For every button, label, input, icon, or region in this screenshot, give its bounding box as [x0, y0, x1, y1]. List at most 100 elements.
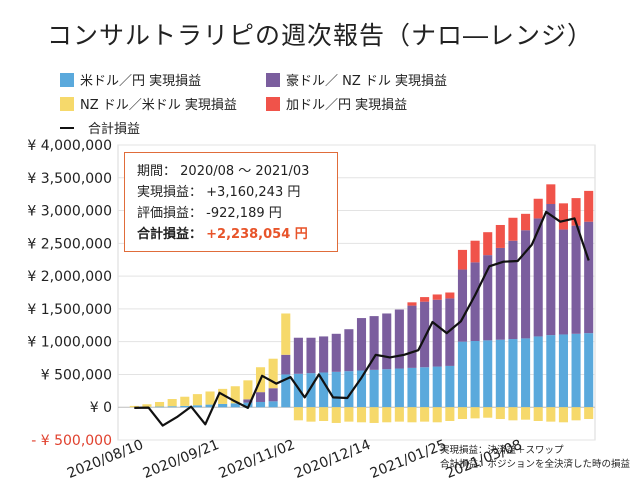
legend-label-total: 合計損益: [88, 122, 141, 137]
summary-total: 合計損益： +2,238,054 円: [137, 227, 308, 242]
bar-s0-17: [344, 371, 354, 408]
bar-s2-3: [167, 399, 177, 407]
bar-s2-9: [243, 380, 253, 400]
bar-s4-14: [306, 407, 316, 422]
bar-s0-16: [331, 371, 341, 408]
bar-s4-24: [432, 407, 442, 423]
bar-s2-12: [281, 313, 291, 355]
bar-s0-25: [445, 365, 455, 408]
bar-s4-28: [483, 407, 493, 418]
bar-s0-3: [167, 406, 177, 408]
bar-s0-13: [293, 373, 303, 408]
bar-s1-27: [470, 262, 480, 342]
bar-s2-2: [155, 401, 165, 407]
bar-s1-35: [571, 225, 581, 334]
bar-s3-26: [457, 249, 468, 270]
bar-s0-23: [420, 367, 430, 408]
summary-box: 期間： 2020/08 ～ 2021/03 実現損益： +3,160,243 円…: [124, 152, 338, 252]
legend-label-nzdusd: NZ ドル／米ドル 実現損益: [80, 98, 237, 113]
bar-s4-18: [356, 407, 367, 423]
bar-s4-33: [546, 407, 556, 422]
bar-s0-11: [268, 401, 278, 408]
bar-s1-12: [281, 354, 291, 375]
bar-s0-19: [369, 369, 379, 408]
bar-s0-12: [281, 374, 291, 408]
y-tick-label: ¥ 1,000,000: [27, 335, 112, 351]
bar-s0-6: [205, 404, 215, 408]
bar-s0-18: [356, 370, 367, 408]
bar-s3-27: [470, 240, 480, 263]
legend-item-audnzd: 豪ドル／ NZ ドル 実現損益: [266, 70, 447, 89]
bar-s1-20: [382, 313, 392, 370]
bar-s0-9: [243, 402, 253, 408]
y-tick-label: ¥ 2,000,000: [27, 269, 112, 285]
bar-s1-34: [558, 229, 568, 335]
footnote-total: 合計損益：ポジションを全決済した時の損益: [439, 459, 630, 470]
legend-swatch-total: [60, 126, 74, 129]
legend-item-usdjpy: 米ドル／円 実現損益: [60, 70, 201, 89]
y-tick-label: ¥ 500,000: [41, 367, 112, 383]
y-tick-label: ¥ 3,000,000: [27, 204, 112, 220]
bar-s1-28: [483, 255, 493, 341]
bar-s0-28: [483, 340, 493, 408]
bar-s1-22: [407, 305, 417, 368]
bar-s3-23: [420, 297, 430, 302]
bar-s2-11: [268, 358, 278, 389]
bar-s1-30: [508, 240, 518, 340]
bar-s4-21: [394, 407, 404, 422]
bar-s4-13: [293, 407, 303, 421]
bar-s0-20: [382, 369, 392, 408]
summary-period: 期間： 2020/08 ～ 2021/03: [137, 164, 310, 179]
bar-s0-15: [319, 372, 329, 408]
bar-s0-27: [470, 341, 480, 408]
legend-item-nzdusd: NZ ドル／米ドル 実現損益: [60, 94, 237, 113]
bar-s0-22: [407, 367, 417, 408]
legend-label-cadjpy: 加ドル／円 実現損益: [286, 98, 408, 113]
bar-s4-35: [571, 407, 581, 421]
bar-s3-25: [445, 292, 455, 299]
y-tick-label: ¥ 4,000,000: [27, 138, 112, 154]
x-tick-label: 2020/09/21: [141, 437, 222, 480]
summary-realized: 実現損益： +3,160,243 円: [137, 185, 301, 200]
bar-s3-30: [508, 217, 518, 241]
bar-s0-8: [230, 403, 240, 408]
bar-s4-36: [584, 407, 594, 420]
bar-s0-35: [571, 333, 581, 408]
bar-s0-2: [155, 406, 165, 408]
bar-s3-22: [407, 302, 417, 306]
bar-s0-33: [546, 335, 556, 408]
bar-s1-29: [495, 247, 505, 340]
bar-s4-22: [407, 407, 417, 423]
y-tick-label: ¥ 2,500,000: [27, 236, 112, 252]
bar-s4-31: [521, 407, 531, 420]
y-tick-label: - ¥ 500,000: [31, 433, 112, 449]
bar-s1-36: [584, 221, 594, 334]
bar-s0-30: [508, 339, 518, 408]
bar-s3-24: [432, 294, 442, 300]
bar-s2-1: [142, 404, 152, 407]
bar-s1-13: [293, 337, 303, 374]
bar-s3-33: [546, 184, 556, 204]
bar-s3-29: [495, 224, 505, 248]
bar-s3-35: [571, 198, 581, 226]
bar-s1-21: [394, 309, 404, 369]
bar-s1-11: [268, 388, 278, 402]
bar-s1-23: [420, 301, 430, 368]
bar-s4-15: [319, 407, 329, 421]
bar-s0-31: [521, 338, 531, 408]
bar-s0-26: [457, 341, 468, 408]
bar-s2-0: [129, 405, 139, 408]
bar-s4-17: [344, 407, 354, 422]
bar-s0-32: [533, 336, 543, 408]
bar-s4-23: [420, 407, 430, 422]
legend-swatch-audnzd: [266, 72, 280, 87]
summary-unrealized: 評価損益： -922,189 円: [137, 206, 282, 221]
bar-s1-9: [243, 399, 253, 403]
bar-s1-32: [533, 218, 543, 337]
bar-s1-31: [521, 230, 531, 339]
bar-s0-14: [306, 373, 316, 408]
bar-s1-14: [306, 337, 316, 374]
bar-s1-24: [432, 299, 442, 367]
bar-s1-19: [369, 316, 379, 370]
